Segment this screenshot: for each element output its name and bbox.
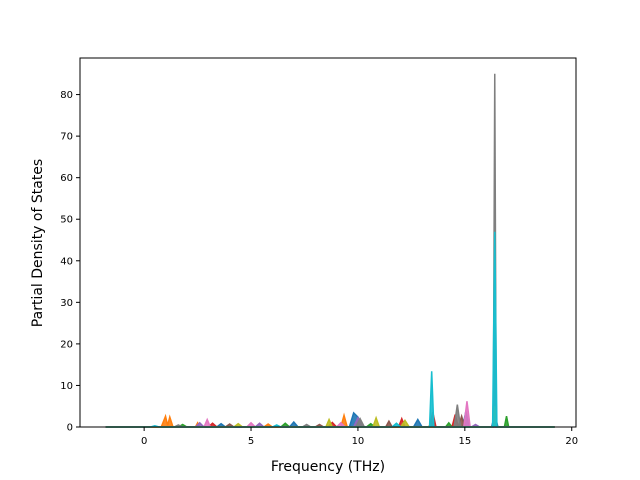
y-tick-label: 20 <box>60 339 73 350</box>
x-axis-label: Frequency (THz) <box>271 459 385 475</box>
y-axis-label: Partial Density of States <box>30 159 46 327</box>
x-tick-label: 15 <box>458 436 471 447</box>
y-tick-label: 10 <box>60 381 73 392</box>
y-axis: 0 10 20 30 40 50 60 70 80 <box>60 90 80 434</box>
y-tick-label: 80 <box>60 90 73 101</box>
series-3-line <box>105 416 555 428</box>
plot-frame <box>79 57 577 428</box>
y-tick-label: 30 <box>60 298 73 309</box>
y-tick-label: 60 <box>60 173 73 184</box>
x-tick-label: 20 <box>565 436 578 447</box>
y-tick-label: 70 <box>60 132 73 143</box>
x-axis: 0 5 10 15 20 <box>141 427 578 447</box>
y-tick-label: 0 <box>67 423 73 434</box>
x-tick-label: 10 <box>352 436 365 447</box>
y-tick-label: 40 <box>60 256 73 267</box>
x-tick-label: 0 <box>141 436 147 447</box>
y-tick-label: 50 <box>60 215 73 226</box>
x-tick-label: 5 <box>248 436 254 447</box>
